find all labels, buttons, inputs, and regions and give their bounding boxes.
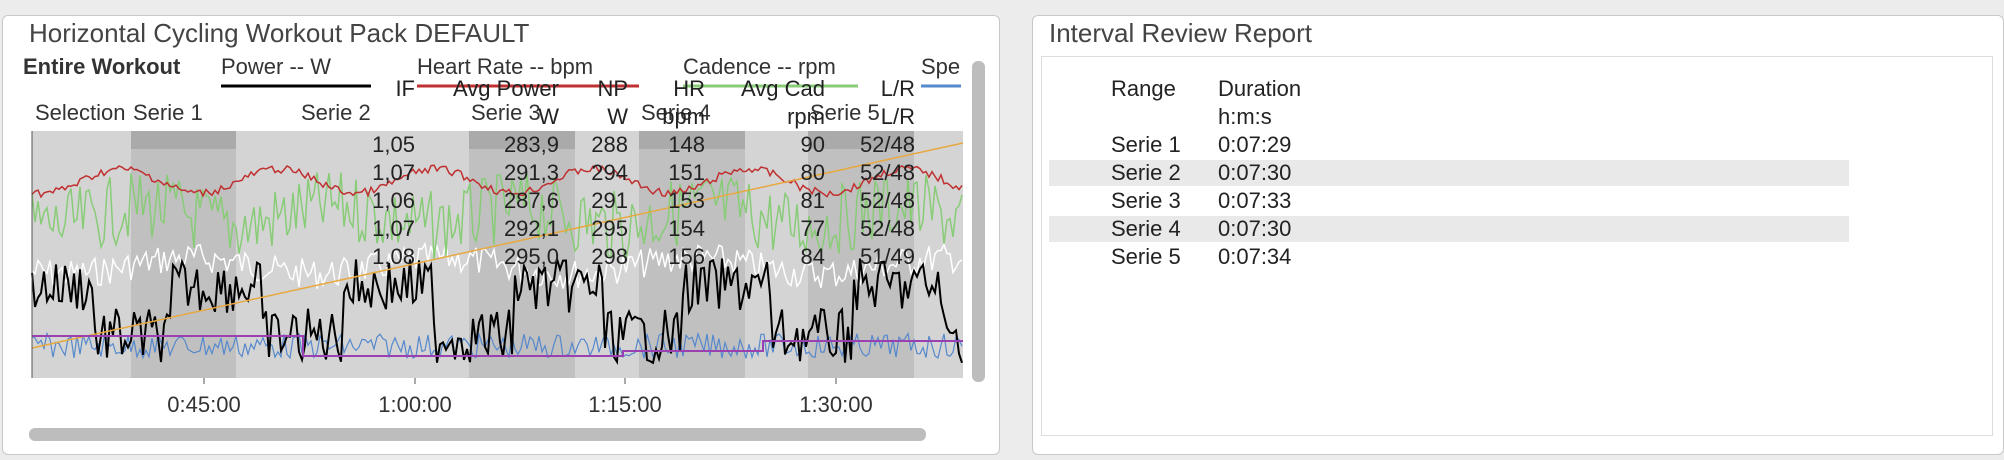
- interval-label: Selection: [35, 100, 126, 125]
- table-cell: 52/48: [859, 132, 915, 157]
- trace: [31, 142, 964, 349]
- column-unit: L/R: [880, 104, 915, 129]
- table-cell: 295: [591, 216, 628, 241]
- trace: [31, 164, 963, 199]
- workout-chart: Entire Workout Power -- W Heart Rate -- bp…: [23, 54, 985, 441]
- trace: [32, 335, 963, 357]
- column-header: Range: [1111, 76, 1176, 101]
- interval-marker: [131, 131, 236, 149]
- table-cell: 52/48: [859, 216, 915, 241]
- column-unit: bpm: [662, 104, 705, 129]
- table-cell: 1,05: [372, 132, 415, 157]
- interval-label: Serie 2: [301, 100, 371, 125]
- column-header: L/R: [880, 76, 915, 101]
- table-cell: 154: [668, 216, 705, 241]
- x-tick-label: 0:45:00: [167, 392, 240, 417]
- column-unit: rpm: [787, 104, 825, 129]
- interval-label: Serie 5: [810, 100, 880, 125]
- interval-marker: [639, 131, 745, 149]
- column-header: NP: [597, 76, 628, 101]
- column-header: Avg Power: [453, 76, 559, 101]
- h-scrollbar: [29, 428, 926, 441]
- interval-label: Serie 3: [471, 100, 541, 125]
- row-stripe: [1049, 216, 1849, 242]
- table-cell: 52/48: [859, 160, 915, 185]
- table-cell: 295,0: [503, 244, 559, 269]
- table-cell: 77: [800, 216, 825, 241]
- table-cell: 0:07:29: [1218, 132, 1292, 157]
- row-stripe: [1049, 160, 1849, 186]
- table-cell: 294: [591, 160, 628, 185]
- column-unit: h:m:s: [1218, 104, 1272, 129]
- column-header: Avg Cad: [741, 76, 825, 101]
- column-header: HR: [673, 76, 705, 101]
- interval-label: Serie 4: [641, 100, 711, 125]
- table-cell: 298: [591, 244, 628, 269]
- trace: [31, 331, 963, 360]
- table-cell: 0:07:30: [1218, 160, 1292, 185]
- trace: [31, 172, 963, 260]
- column-header: IF: [395, 76, 415, 101]
- legend-entry: Spe: [921, 54, 960, 79]
- table-cell: 291: [591, 188, 628, 213]
- table-cell: 292,1: [503, 216, 559, 241]
- table-cell: Serie 1: [1111, 132, 1181, 157]
- interval-label: Serie 1: [133, 100, 203, 125]
- report-panel: Interval Review Report Range Duration h:m:…: [372, 15, 2004, 455]
- panel-title: Interval Review Report: [1049, 18, 1312, 48]
- table-cell: 148: [668, 132, 705, 157]
- table-cell: 283,9: [503, 132, 559, 157]
- legend-entry: Entire Workout: [23, 54, 181, 79]
- report-area: [1041, 56, 1993, 436]
- legend-entry: Cadence -- rpm: [683, 54, 836, 79]
- trace: [31, 241, 963, 289]
- table-cell: 84: [800, 244, 825, 269]
- x-tick-label: 1:00:00: [378, 392, 451, 417]
- table-cell: 291,3: [503, 160, 559, 185]
- table-cell: 0:07:30: [1218, 216, 1292, 241]
- x-tick-label: 1:15:00: [588, 392, 661, 417]
- table-cell: 81: [800, 188, 825, 213]
- table-cell: 156: [668, 244, 705, 269]
- table-cell: 1,06: [372, 188, 415, 213]
- table-cell: 0:07:33: [1218, 188, 1292, 213]
- table-cell: 1,08: [372, 244, 415, 269]
- table-cell: 1,07: [372, 216, 415, 241]
- table-cell: 153: [668, 188, 705, 213]
- x-tick-label: 1:30:00: [799, 392, 872, 417]
- table-cell: 52/48: [859, 188, 915, 213]
- table-cell: 90: [800, 132, 825, 157]
- panel-title: Horizontal Cycling Workout Pack DEFAULT: [29, 18, 530, 48]
- table-cell: 1,07: [372, 160, 415, 185]
- column-header: Duration: [1218, 76, 1302, 101]
- table-cell: 151: [668, 160, 705, 185]
- table-cell: 287,6: [503, 188, 559, 213]
- table-cell: 51/49: [859, 244, 915, 269]
- interval-marker: [469, 131, 575, 149]
- table-cell: 0:07:34: [1218, 244, 1292, 269]
- column-unit: W: [607, 104, 628, 129]
- table-cell: Serie 5: [1111, 244, 1181, 269]
- legend-entry: Power -- W: [221, 54, 331, 79]
- table-cell: Serie 4: [1111, 216, 1181, 241]
- workout-panel: Horizontal Cycling Workout Pack DEFAULT …: [2, 15, 1000, 455]
- v-scrollbar: [972, 61, 985, 382]
- table-cell: 288: [591, 132, 628, 157]
- legend-entry: Heart Rate -- bpm: [417, 54, 593, 79]
- table-cell: Serie 2: [1111, 160, 1181, 185]
- interval-marker: [808, 131, 914, 149]
- table-cell: 80: [800, 160, 825, 185]
- interval-band: [469, 131, 575, 378]
- column-unit: W: [538, 104, 559, 129]
- table-cell: Serie 3: [1111, 188, 1181, 213]
